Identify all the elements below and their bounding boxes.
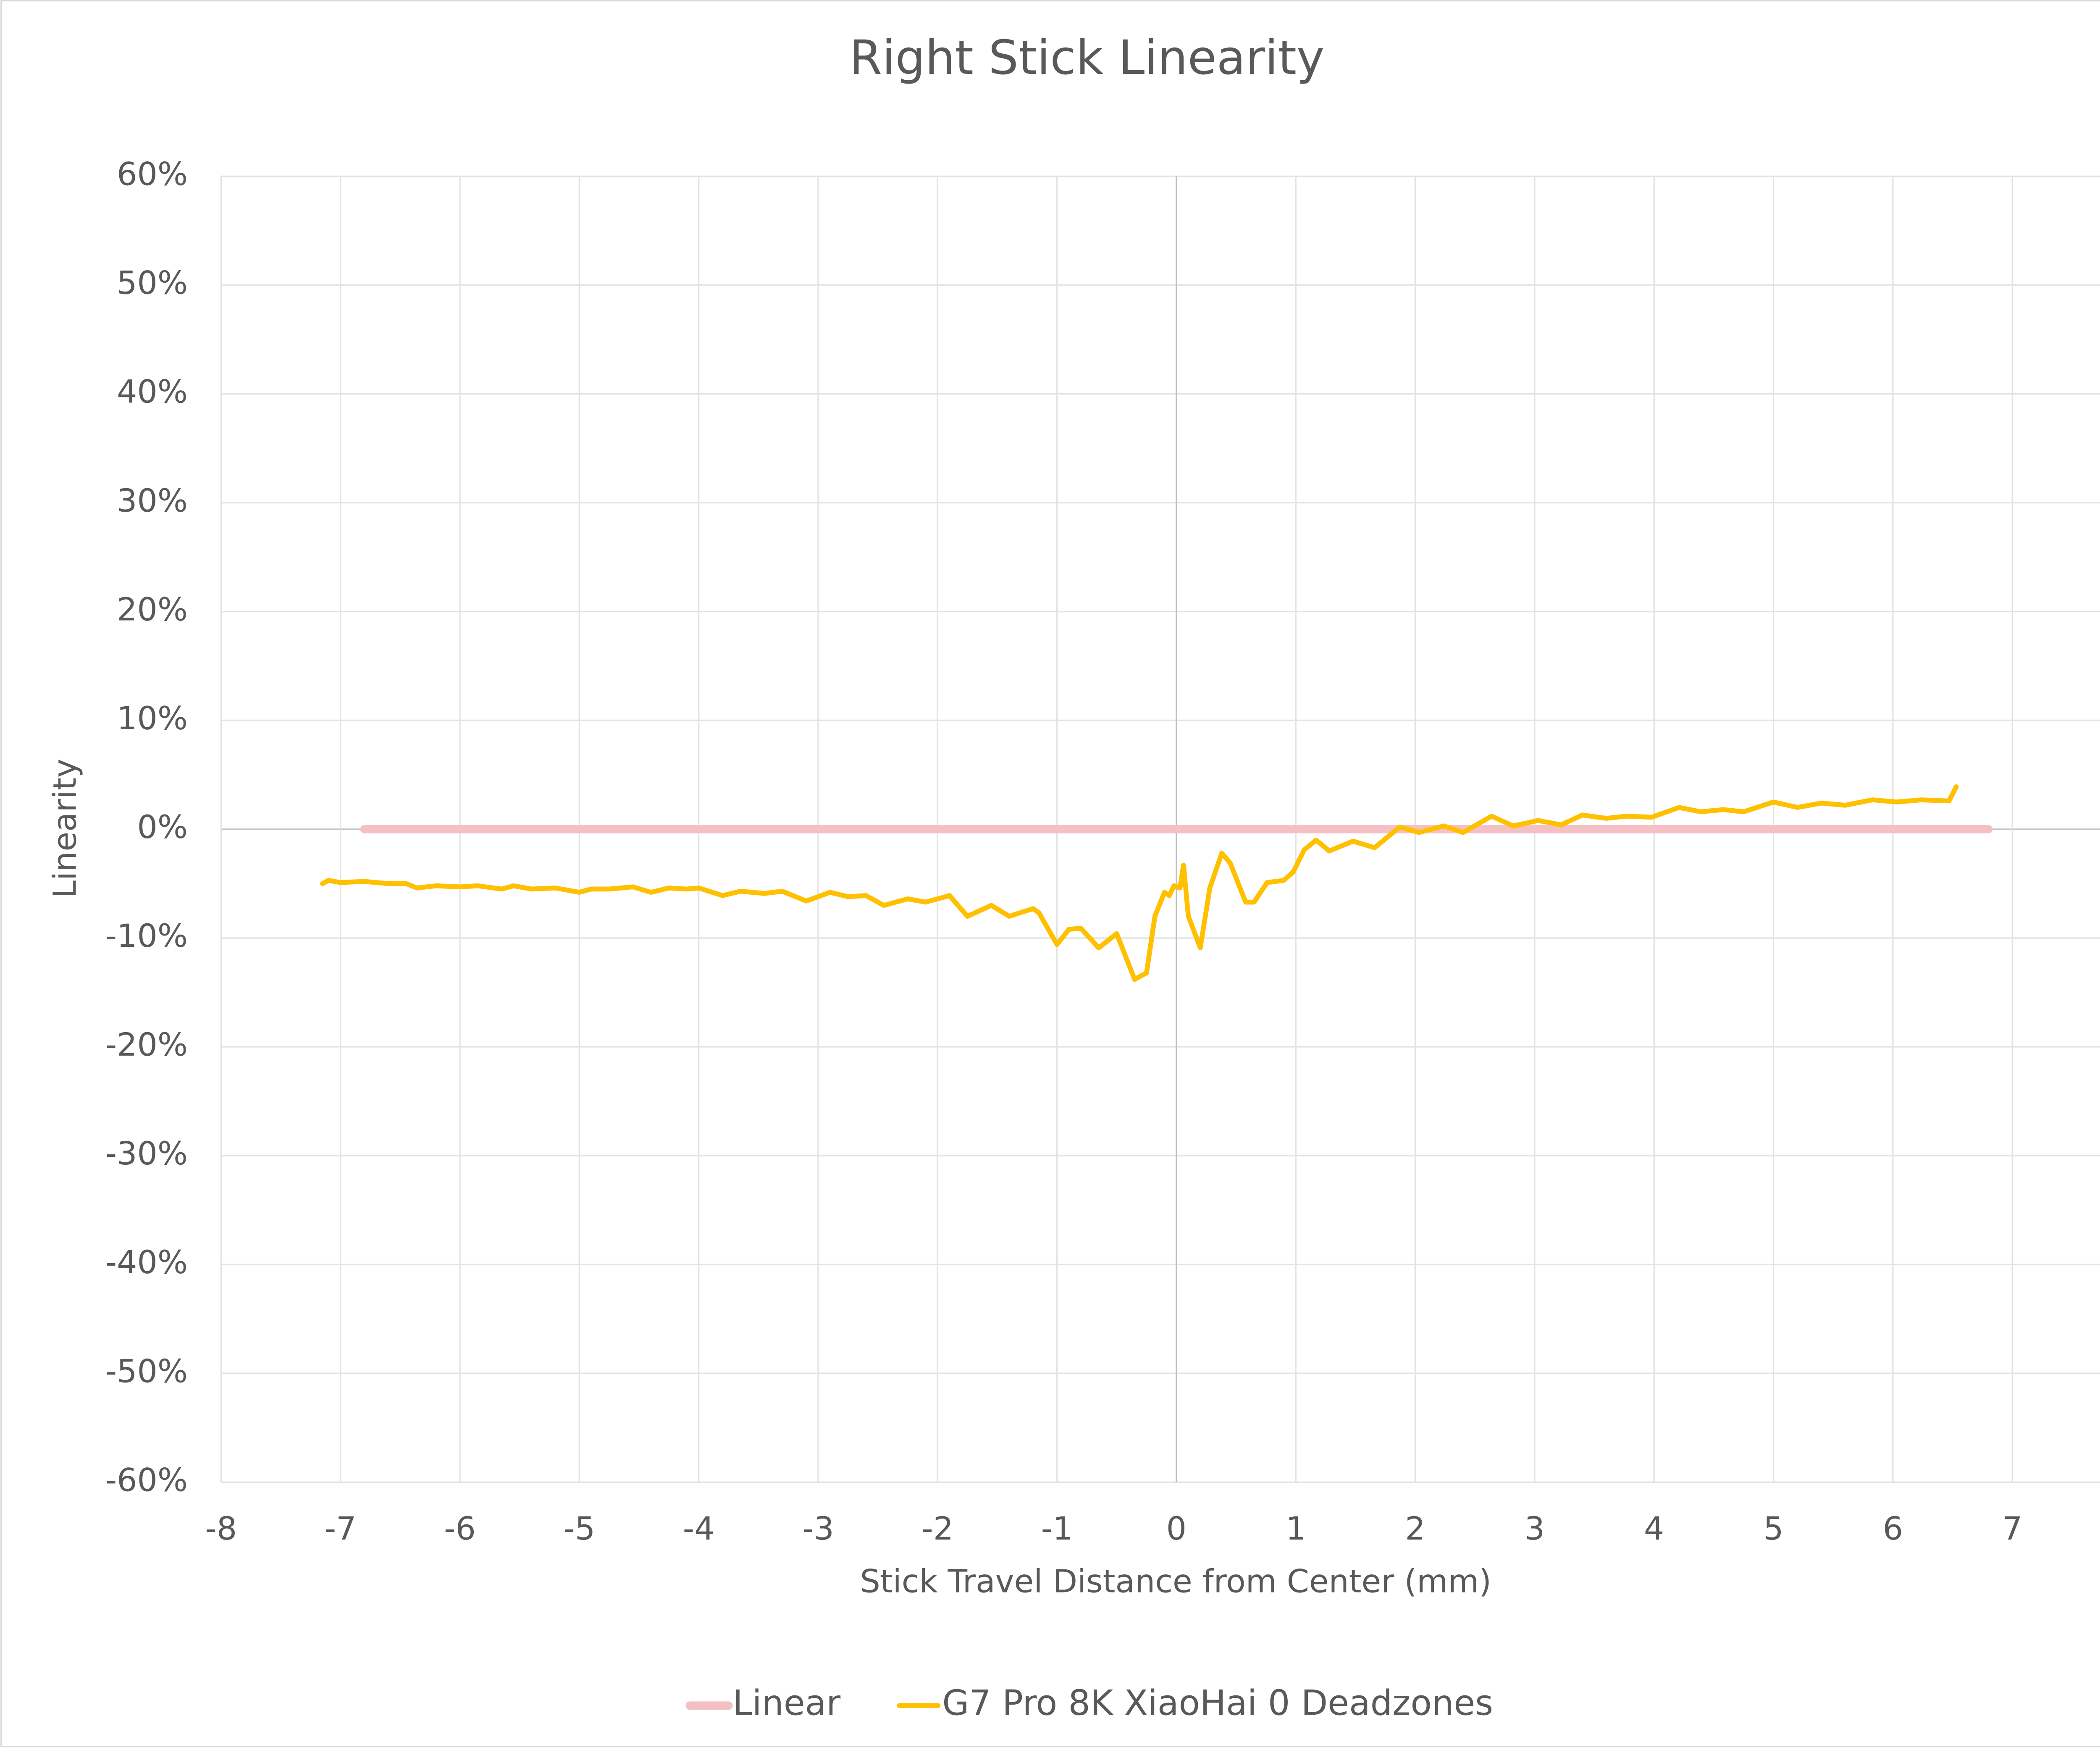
- x-tick-label: -8: [205, 1510, 237, 1547]
- x-tick-label: 4: [1644, 1510, 1664, 1547]
- y-axis-label: Linearity: [46, 759, 84, 898]
- y-tick-label: 10%: [117, 699, 188, 737]
- y-tick-label: 30%: [117, 482, 188, 519]
- y-tick-label: 60%: [117, 155, 188, 193]
- y-tick-label: 20%: [117, 591, 188, 628]
- legend-label: Linear: [733, 1683, 841, 1724]
- x-tick-label: -3: [802, 1510, 834, 1547]
- y-tick-label: 50%: [117, 264, 188, 302]
- x-axis-label: Stick Travel Distance from Center (mm): [860, 1563, 1491, 1600]
- x-tick-label: 1: [1286, 1510, 1306, 1547]
- x-tick-label: -2: [921, 1510, 953, 1547]
- chart-title: Right Stick Linearity: [849, 31, 1324, 85]
- y-tick-label: -40%: [105, 1243, 188, 1281]
- x-tick-label: 5: [1763, 1510, 1783, 1547]
- series-line: [320, 784, 1959, 982]
- y-tick-label: -20%: [105, 1026, 188, 1063]
- x-tick-label: -7: [325, 1510, 357, 1547]
- y-tick-label: -30%: [105, 1135, 188, 1172]
- y-tick-label: -50%: [105, 1352, 188, 1390]
- x-tick-label: 7: [2002, 1510, 2022, 1547]
- legend-label: G7 Pro 8K XiaoHai 0 Deadzones: [942, 1683, 1493, 1724]
- x-tick-label: -6: [444, 1510, 476, 1547]
- y-tick-label: -60%: [105, 1461, 188, 1498]
- x-tick-label: -1: [1041, 1510, 1073, 1547]
- y-tick-label: 0%: [137, 808, 188, 846]
- x-tick-label: 0: [1166, 1510, 1186, 1547]
- x-tick-label: -4: [683, 1510, 715, 1547]
- x-tick-label: -5: [563, 1510, 595, 1547]
- y-tick-label: -10%: [105, 917, 188, 954]
- x-tick-label: 2: [1405, 1510, 1425, 1547]
- y-tick-label: 40%: [117, 373, 188, 410]
- x-tick-label: 3: [1525, 1510, 1545, 1547]
- x-tick-label: 6: [1883, 1510, 1903, 1547]
